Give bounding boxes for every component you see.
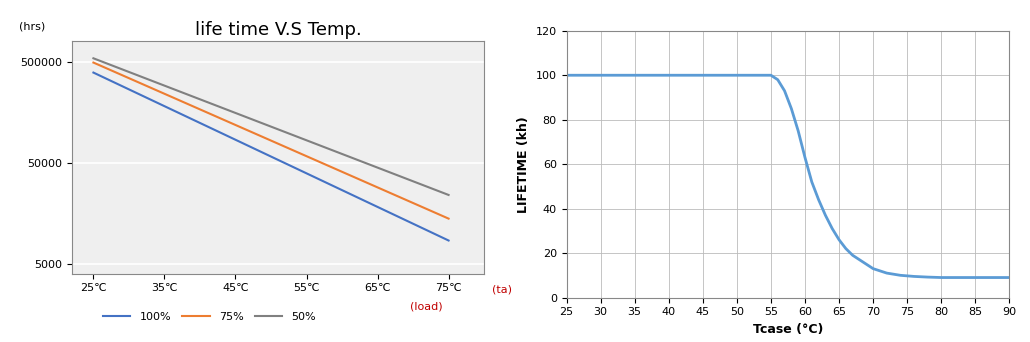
Legend: 100%, 75%, 50%: 100%, 75%, 50% (98, 307, 320, 326)
Text: (load): (load) (410, 302, 443, 312)
Title: life time V.S Temp.: life time V.S Temp. (195, 22, 362, 39)
Text: (hrs): (hrs) (19, 22, 44, 32)
X-axis label: Tcase (°C): Tcase (°C) (753, 323, 823, 336)
Y-axis label: LIFETIME (kh): LIFETIME (kh) (517, 116, 530, 212)
Text: (ta): (ta) (492, 285, 512, 295)
